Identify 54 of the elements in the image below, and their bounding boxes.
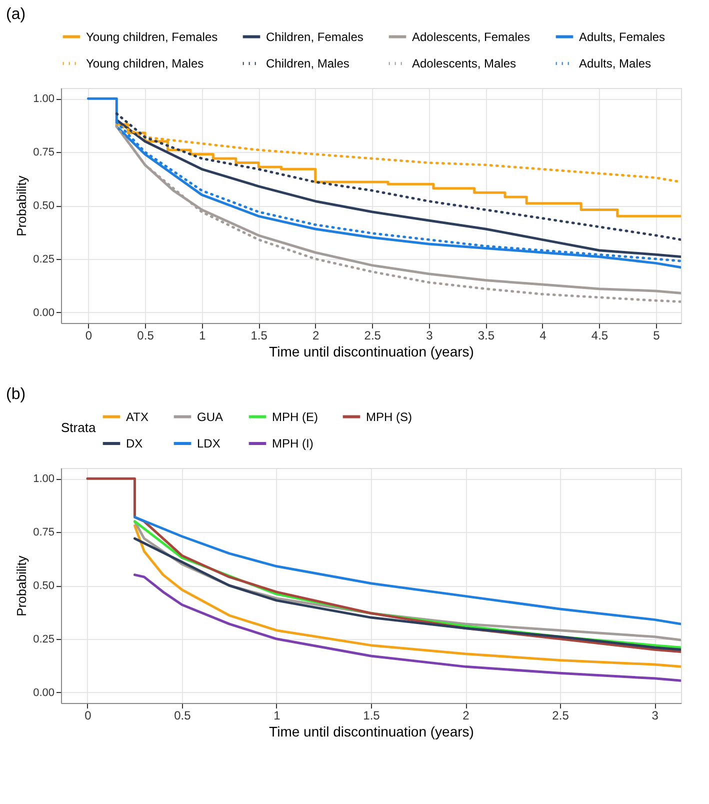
y-tick-label: 1.00 [33, 473, 54, 486]
x-tick-label: 5 [653, 328, 660, 342]
line-series [133, 516, 681, 626]
legend-label: LDX [197, 436, 220, 450]
line-series [87, 97, 681, 269]
legend-label: Children, Females [266, 30, 364, 44]
line-series [133, 574, 681, 682]
x-tick-label: 3.5 [478, 328, 495, 342]
x-tick-label: 3 [426, 328, 434, 342]
x-tick-label: 2 [312, 328, 320, 342]
y-axis-title: Probability [14, 175, 30, 236]
y-tick-label: 0.00 [33, 306, 54, 319]
legend-label: Adults, Males [579, 56, 652, 70]
x-tick-label: 1 [274, 708, 281, 722]
x-axis-title: Time until discontinuation (years) [269, 724, 474, 740]
legend-label: Adolescents, Males [412, 56, 516, 70]
chart-title: (b) [6, 386, 26, 403]
legend-title: Strata [61, 420, 96, 435]
chart-title: (a) [6, 6, 26, 23]
x-tick-label: 1.5 [363, 708, 380, 722]
legend-label: Adults, Females [579, 30, 666, 44]
legend-label: MPH (I) [272, 436, 314, 450]
legend-label: MPH (S) [366, 410, 412, 424]
y-tick-label: 0.75 [33, 146, 54, 159]
x-tick-label: 4 [540, 328, 547, 342]
x-tick-label: 2.5 [364, 328, 382, 342]
y-tick-label: 0.00 [33, 686, 54, 699]
x-tick-label: 0 [84, 708, 92, 722]
x-tick-label: 1 [198, 328, 206, 342]
x-tick-label: 4.5 [591, 328, 608, 342]
y-tick-label: 1.00 [33, 93, 54, 106]
x-tick-label: 0.5 [174, 708, 192, 722]
legend-label: ATX [126, 410, 148, 424]
y-axis-title: Probability [14, 555, 30, 616]
x-tick-label: 0.5 [137, 328, 154, 342]
x-tick-label: 0 [85, 328, 92, 342]
legend-label: MPH (E) [272, 410, 318, 424]
legend-label: Adolescents, Females [412, 30, 530, 44]
x-tick-label: 2 [462, 708, 470, 722]
y-tick-label: 0.25 [33, 253, 54, 266]
legend-label: GUA [197, 410, 224, 424]
x-tick-label: 1.5 [250, 328, 268, 342]
legend-label: Young children, Females [86, 30, 218, 44]
x-tick-label: 2.5 [552, 708, 570, 722]
y-tick-label: 0.75 [33, 526, 54, 539]
legend-label: Children, Males [266, 56, 350, 70]
x-tick-label: 3 [652, 708, 659, 722]
legend-label: Young children, Males [86, 56, 204, 70]
x-axis-title: Time until discontinuation (years) [269, 344, 474, 360]
y-tick-label: 0.50 [33, 200, 54, 212]
legend-label: DX [126, 436, 143, 450]
y-tick-label: 0.25 [33, 633, 54, 646]
y-tick-label: 0.50 [33, 580, 54, 592]
line-series [133, 524, 681, 668]
